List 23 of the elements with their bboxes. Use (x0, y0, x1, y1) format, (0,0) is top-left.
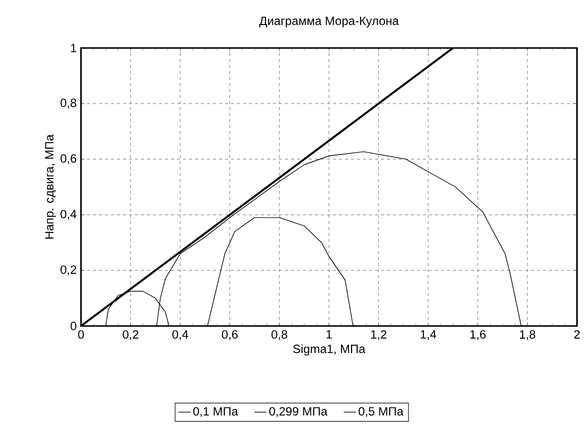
y-tick-label: 0 (70, 322, 76, 330)
x-tick-label: 2 (574, 330, 580, 339)
legend-label: 0,299 МПа (269, 407, 328, 418)
legend-label: 0,1 МПа (193, 407, 238, 418)
x-tick-label: 1,2 (371, 330, 386, 340)
y-tick-label: 1 (71, 44, 76, 52)
x-tick-label: 0,8 (272, 330, 288, 340)
x-axis-title: Sigma1, МПа (293, 344, 366, 356)
y-tick-label: 0,8 (60, 98, 76, 109)
x-tick-label: 0,6 (222, 330, 238, 340)
x-tick-label: 1,6 (470, 330, 486, 340)
x-tick-label: 1,8 (520, 330, 536, 340)
y-axis-title: Напр. сдвига, МПа (45, 134, 56, 239)
y-tick-label: 0,2 (60, 265, 76, 276)
legend-label: 0,5 МПа (358, 407, 404, 418)
y-tick-label: 0,4 (60, 210, 76, 220)
x-tick-label: 0 (78, 330, 84, 339)
x-tick-label: 0,2 (122, 330, 138, 340)
x-tick-label: 1 (326, 330, 332, 338)
x-tick-label: 0,4 (172, 330, 188, 340)
x-tick-label: 1,4 (420, 330, 436, 340)
y-tick-label: 0,6 (60, 154, 76, 164)
chart-title: Диаграмма Мора-Кулона (259, 16, 399, 28)
